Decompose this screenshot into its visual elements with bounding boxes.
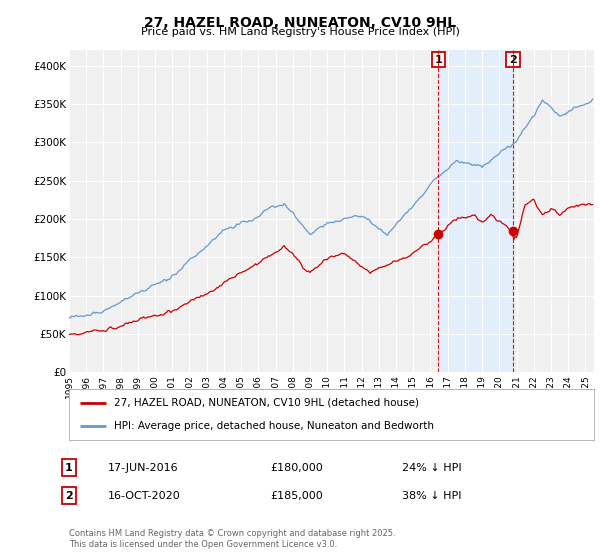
- Text: 27, HAZEL ROAD, NUNEATON, CV10 9HL (detached house): 27, HAZEL ROAD, NUNEATON, CV10 9HL (deta…: [113, 398, 419, 408]
- Text: £185,000: £185,000: [270, 491, 323, 501]
- Text: 17-JUN-2016: 17-JUN-2016: [108, 463, 179, 473]
- Bar: [439, 50, 513, 372]
- Text: £180,000: £180,000: [270, 463, 323, 473]
- Text: Price paid vs. HM Land Registry's House Price Index (HPI): Price paid vs. HM Land Registry's House …: [140, 27, 460, 37]
- Text: 2: 2: [509, 55, 517, 64]
- Text: 38% ↓ HPI: 38% ↓ HPI: [402, 491, 461, 501]
- Text: 16-OCT-2020: 16-OCT-2020: [108, 491, 181, 501]
- Text: 1: 1: [65, 463, 73, 473]
- Text: HPI: Average price, detached house, Nuneaton and Bedworth: HPI: Average price, detached house, Nune…: [113, 421, 434, 431]
- Text: 27, HAZEL ROAD, NUNEATON, CV10 9HL: 27, HAZEL ROAD, NUNEATON, CV10 9HL: [144, 16, 456, 30]
- Text: 2: 2: [65, 491, 73, 501]
- Text: 1: 1: [434, 55, 442, 64]
- Text: Contains HM Land Registry data © Crown copyright and database right 2025.
This d: Contains HM Land Registry data © Crown c…: [69, 529, 395, 549]
- Text: 24% ↓ HPI: 24% ↓ HPI: [402, 463, 461, 473]
